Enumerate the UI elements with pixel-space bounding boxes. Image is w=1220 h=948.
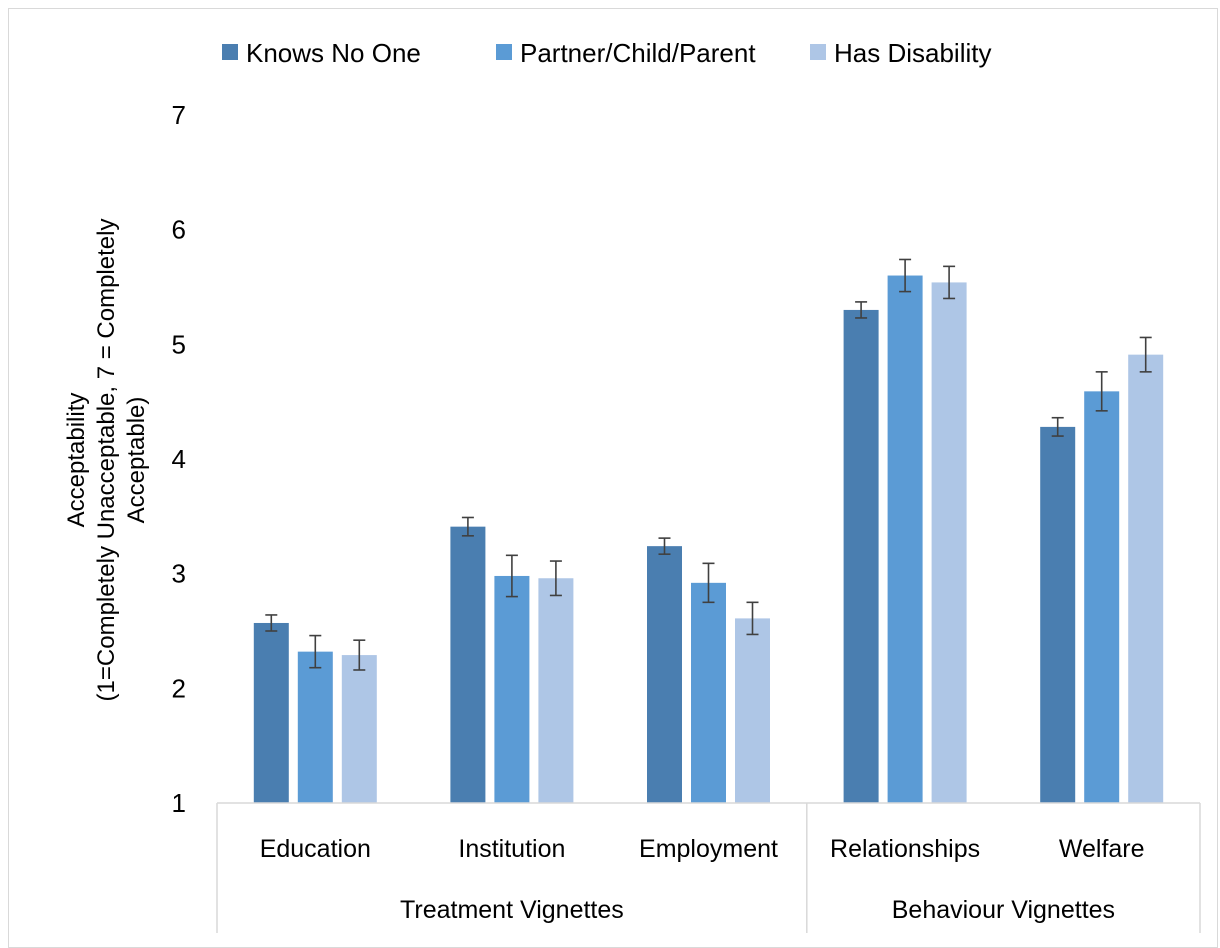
legend-swatch — [222, 44, 238, 60]
legend: Knows No One Partner/Child/Parent Has Disa… — [222, 38, 992, 68]
legend-item-knows-no-one: Knows No One — [222, 38, 421, 68]
y-axis-label-line3: Acceptable) — [123, 397, 150, 524]
bar-partner-child-parent-education — [297, 651, 333, 803]
y-tick-label: 1 — [172, 788, 186, 818]
bar-knows-no-one-institution — [450, 526, 486, 803]
error-bar-knows-no-one-institution — [461, 516, 474, 537]
bar-partner-child-parent-institution — [494, 575, 530, 803]
error-bar-has-disability-employment — [746, 601, 759, 636]
bar-has-disability-welfare — [1128, 354, 1164, 803]
x-tick-label-institution: Institution — [458, 835, 565, 863]
bar-partner-child-parent-relationships — [887, 275, 923, 803]
y-tick-label: 7 — [172, 100, 186, 130]
error-bar-has-disability-education — [353, 639, 366, 671]
error-bar-has-disability-welfare — [1139, 336, 1152, 373]
error-bar-has-disability-relationships — [943, 265, 956, 300]
bar-knows-no-one-employment — [647, 546, 682, 803]
y-tick-label: 3 — [172, 559, 186, 589]
error-bar-partner-child-parent-employment — [702, 562, 715, 604]
y-tick-label: 6 — [172, 215, 186, 245]
bar-knows-no-one-welfare — [1040, 426, 1076, 803]
group-label-behaviour-vignettes: Behaviour Vignettes — [892, 896, 1115, 924]
y-axis: Acceptability (1=Completely Unacceptable… — [63, 100, 186, 818]
bar-knows-no-one-relationships — [843, 309, 879, 803]
error-bar-knows-no-one-welfare — [1051, 416, 1064, 437]
legend-item-has-disability: Has Disability — [810, 38, 992, 68]
y-tick-label: 4 — [172, 444, 186, 474]
error-bar-partner-child-parent-institution — [505, 554, 518, 598]
x-tick-label-employment: Employment — [639, 835, 778, 863]
x-axis: Education Institution Employment Relationsh… — [216, 802, 1201, 933]
legend-swatch — [810, 44, 826, 60]
y-tick-label: 5 — [172, 329, 186, 359]
y-axis-label-line1: Acceptability — [63, 393, 90, 528]
bar-knows-no-one-education — [253, 622, 289, 803]
x-tick-label-relationships: Relationships — [830, 835, 980, 863]
bar-has-disability-employment — [735, 618, 770, 803]
error-bar-partner-child-parent-welfare — [1095, 371, 1108, 412]
legend-label: Knows No One — [246, 38, 421, 68]
bar-has-disability-institution — [538, 578, 574, 803]
error-bar-partner-child-parent-education — [309, 634, 322, 669]
bar-has-disability-relationships — [931, 282, 967, 803]
y-axis-label-line2: (1=Completely Unacceptable, 7 = Complete… — [93, 219, 120, 702]
legend-label: Has Disability — [834, 38, 992, 68]
y-tick-label: 2 — [172, 673, 186, 703]
x-tick-label-welfare: Welfare — [1059, 835, 1145, 863]
legend-label: Partner/Child/Parent — [520, 38, 756, 68]
x-tick-label-education: Education — [260, 835, 371, 863]
legend-item-partner-child-parent: Partner/Child/Parent — [496, 38, 756, 68]
bar-has-disability-education — [341, 655, 377, 803]
error-bar-partner-child-parent-relationships — [899, 258, 912, 293]
error-bar-knows-no-one-relationships — [855, 301, 868, 319]
bar-partner-child-parent-welfare — [1084, 391, 1120, 803]
error-bar-knows-no-one-employment — [658, 537, 671, 555]
error-bar-has-disability-institution — [549, 560, 562, 597]
group-label-treatment-vignettes: Treatment Vignettes — [400, 896, 624, 924]
bar-partner-child-parent-employment — [691, 582, 726, 803]
legend-swatch — [496, 44, 512, 60]
bars — [253, 258, 1164, 803]
error-bar-knows-no-one-education — [265, 614, 278, 632]
